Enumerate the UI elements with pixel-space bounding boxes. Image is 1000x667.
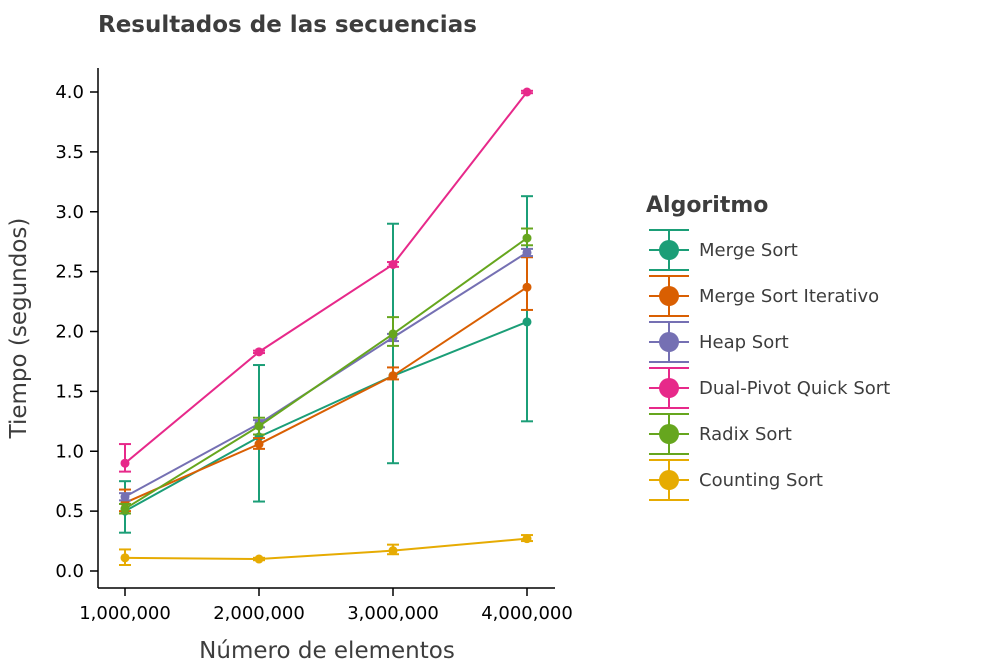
data-point [522, 282, 532, 292]
legend-marker [659, 470, 679, 490]
series-line [124, 91, 528, 464]
legend-title: Algoritmo [646, 193, 768, 218]
legend: Merge Sort Merge Sort Iterativo Heap Sort D… [649, 229, 890, 501]
series-merge-sort [119, 195, 533, 534]
y-tick-label: 3.5 [55, 142, 84, 163]
y-tick-label: 0.5 [55, 501, 84, 522]
data-point [388, 329, 398, 339]
data-point [120, 553, 130, 563]
series-counting-sort [119, 534, 533, 567]
legend-label: Heap Sort [699, 332, 789, 353]
legend-label: Dual-Pivot Quick Sort [699, 378, 890, 399]
legend-marker [659, 286, 679, 306]
legend-item: Dual-Pivot Quick Sort [649, 367, 890, 409]
x-tick-label: 4,000,000 [481, 603, 573, 624]
y-tick-label: 3.0 [55, 202, 84, 223]
legend-item: Radix Sort [649, 413, 792, 455]
legend-marker [659, 332, 679, 352]
legend-item: Merge Sort [649, 229, 798, 271]
legend-label: Merge Sort [699, 240, 798, 261]
data-point [522, 534, 532, 544]
legend-marker [659, 378, 679, 398]
legend-item: Merge Sort Iterativo [649, 275, 879, 317]
data-point [120, 492, 130, 502]
data-point [522, 233, 532, 243]
data-point [254, 554, 264, 564]
x-ticks: 1,000,000 2,000,000 3,000,000 4,000,000 [79, 588, 573, 624]
data-point [120, 504, 130, 514]
x-tick-label: 1,000,000 [79, 603, 171, 624]
x-axis-label: Número de elementos [199, 638, 455, 664]
x-tick-label: 3,000,000 [347, 603, 439, 624]
y-tick-label: 4.0 [55, 82, 84, 103]
data-point [388, 371, 398, 381]
y-tick-label: 2.0 [55, 322, 84, 343]
data-point [522, 87, 532, 97]
legend-label: Counting Sort [699, 470, 823, 491]
series-line [124, 237, 528, 510]
legend-label: Merge Sort Iterativo [699, 286, 879, 307]
series-line [124, 537, 528, 561]
series-heap-sort [119, 247, 533, 502]
y-tick-label: 0.0 [55, 561, 84, 582]
data-point [254, 347, 264, 357]
series-merge-sort-iterativo [119, 256, 533, 513]
series-dual-pivot-quick-sort [119, 87, 533, 473]
data-point [388, 546, 398, 556]
y-tick-label: 1.5 [55, 381, 84, 402]
data-point [522, 247, 532, 257]
legend-label: Radix Sort [699, 424, 792, 445]
x-tick-label: 2,000,000 [213, 603, 305, 624]
legend-marker [659, 424, 679, 444]
series-line [124, 286, 528, 504]
series-radix-sort [119, 227, 533, 515]
legend-item: Counting Sort [649, 459, 823, 501]
y-tick-label: 2.5 [55, 262, 84, 283]
chart-title: Resultados de las secuencias [98, 12, 477, 38]
data-point [254, 421, 264, 431]
y-axis-label: Tiempo (segundos) [6, 218, 32, 440]
series-line [124, 320, 528, 512]
data-point [522, 317, 532, 327]
data-point [388, 259, 398, 269]
y-ticks: 0.0 0.5 1.0 1.5 2.0 2.5 3.0 3.5 4.0 [55, 82, 98, 582]
y-tick-label: 1.0 [55, 441, 84, 462]
series-line [124, 251, 528, 498]
legend-marker [659, 240, 679, 260]
data-point [254, 439, 264, 449]
plot-area [119, 87, 533, 567]
legend-item: Heap Sort [649, 321, 789, 363]
data-point [120, 458, 130, 468]
